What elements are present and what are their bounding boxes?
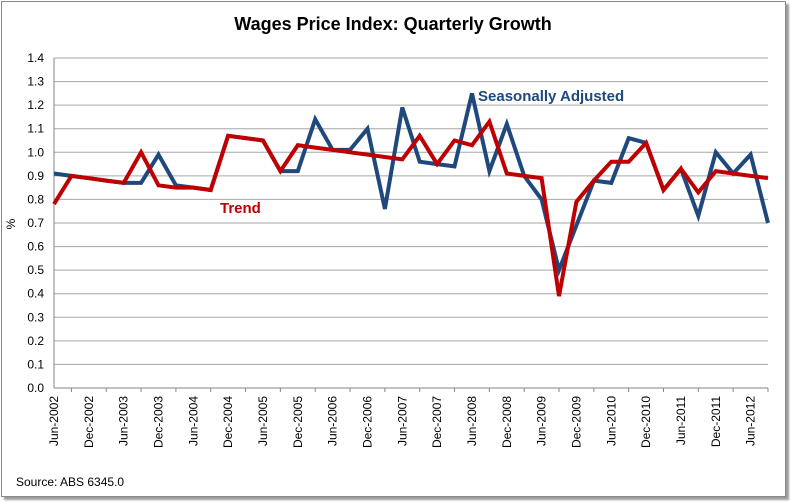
x-tick-label: Dec-2005 — [291, 396, 305, 448]
y-tick-label: 0.4 — [27, 287, 44, 301]
gridlines — [53, 57, 768, 389]
y-tick-label: 0.5 — [27, 263, 44, 277]
y-axis-label: % — [4, 218, 18, 229]
x-tick-label: Dec-2010 — [639, 396, 653, 448]
x-tick-label: Jun-2011 — [674, 396, 688, 445]
source-note: Source: ABS 6345.0 — [16, 475, 125, 489]
y-tick-label: 0.1 — [27, 357, 44, 371]
y-tick-label: 0.9 — [27, 169, 44, 183]
y-tick-label: 1.0 — [27, 145, 44, 159]
x-tick-label: Dec-2008 — [500, 396, 514, 448]
x-tick-label: Jun-2004 — [186, 396, 200, 446]
y-tick-label: 1.1 — [27, 122, 44, 136]
series-line-trend — [52, 117, 769, 297]
y-tick-label: 0.0 — [27, 381, 44, 395]
x-tick-labels: Jun-2002 Dec-2002 Jun-2003 Dec-2003 Jun-2004… — [47, 388, 769, 448]
y-tick-label: 1.4 — [27, 51, 44, 65]
x-tick-label: Jun-2006 — [326, 396, 340, 446]
x-tick-label: Jun-2010 — [604, 396, 618, 446]
x-tick-label: Dec-2009 — [569, 396, 583, 448]
y-tick-label: 0.3 — [27, 310, 44, 324]
x-tick-label: Dec-2007 — [430, 396, 444, 448]
x-tick-label: Dec-2003 — [151, 396, 165, 448]
series-lines — [52, 92, 770, 297]
x-tick-label: Dec-2002 — [82, 396, 96, 448]
x-tick-label: Dec-2011 — [709, 396, 723, 447]
annotation-trend: Trend — [220, 200, 261, 217]
y-tick-label: 0.7 — [27, 216, 44, 230]
x-tick-label: Jun-2012 — [744, 396, 758, 446]
y-tick-label: 0.8 — [27, 192, 44, 206]
x-tick-label: Jun-2005 — [256, 396, 270, 446]
x-tick-label: Jun-2008 — [465, 396, 479, 446]
y-tick-label: 0.6 — [27, 240, 44, 254]
x-tick-label: Dec-2004 — [221, 396, 235, 448]
y-tick-labels: 0.0 0.1 0.2 0.3 0.4 0.5 0.6 0.7 0.8 0.9 1.0 1.1 1.2 1… — [27, 51, 44, 395]
x-tick-label: Dec-2006 — [360, 396, 374, 448]
annotation-seasonally-adjusted: Seasonally Adjusted — [478, 88, 624, 105]
chart-title: Wages Price Index: Quarterly Growth — [234, 14, 552, 34]
x-tick-label: Jun-2002 — [47, 396, 61, 446]
x-tick-label: Jun-2007 — [395, 396, 409, 446]
y-tick-label: 1.3 — [27, 75, 44, 89]
x-tick-label: Jun-2009 — [535, 396, 549, 446]
x-tick-label: Jun-2003 — [117, 396, 131, 446]
y-tick-label: 0.2 — [27, 334, 44, 348]
y-tick-label: 1.2 — [27, 98, 44, 112]
